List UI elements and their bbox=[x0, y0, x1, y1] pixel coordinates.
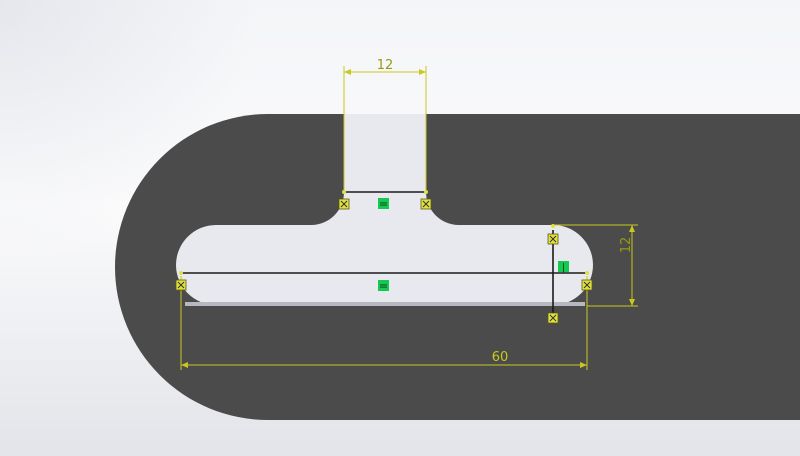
sketch-point-icon[interactable] bbox=[547, 312, 559, 324]
svg-text:|: | bbox=[562, 263, 565, 274]
sketch-points[interactable] bbox=[175, 190, 593, 324]
dimension-right-height[interactable] bbox=[553, 224, 638, 307]
sketch-point-icon[interactable] bbox=[338, 198, 350, 210]
horizontal-relation-icon[interactable]: = bbox=[378, 198, 389, 211]
vertical-relation-icon[interactable]: | bbox=[558, 261, 569, 274]
dimension-top-width-label[interactable]: 12 bbox=[377, 58, 394, 73]
sketch-point-icon[interactable] bbox=[547, 233, 559, 245]
horizontal-relation-icon[interactable]: = bbox=[378, 280, 389, 293]
dimension-bottom-length-label[interactable]: 60 bbox=[492, 350, 509, 365]
dimension-top-width[interactable] bbox=[343, 66, 427, 190]
svg-text:=: = bbox=[379, 280, 388, 293]
slot-floor-shadow bbox=[185, 302, 585, 306]
slot-cutout[interactable] bbox=[176, 114, 593, 305]
dimension-bottom-length[interactable] bbox=[180, 276, 588, 370]
sketch-endpoint-dot[interactable] bbox=[585, 271, 589, 275]
sketch-point-icon[interactable] bbox=[420, 198, 432, 210]
sketch-endpoint-dot[interactable] bbox=[424, 190, 428, 194]
sketch-endpoint-dot[interactable] bbox=[551, 224, 555, 228]
dimension-right-height-label[interactable]: 12 bbox=[619, 237, 634, 254]
sketch-point-icon[interactable] bbox=[581, 279, 593, 291]
svg-text:=: = bbox=[379, 198, 388, 211]
sketch-point-icon[interactable] bbox=[175, 279, 187, 291]
sketch-geometry[interactable] bbox=[181, 191, 587, 318]
sketch-endpoint-dot[interactable] bbox=[179, 271, 183, 275]
sketch-endpoint-dot[interactable] bbox=[342, 190, 346, 194]
